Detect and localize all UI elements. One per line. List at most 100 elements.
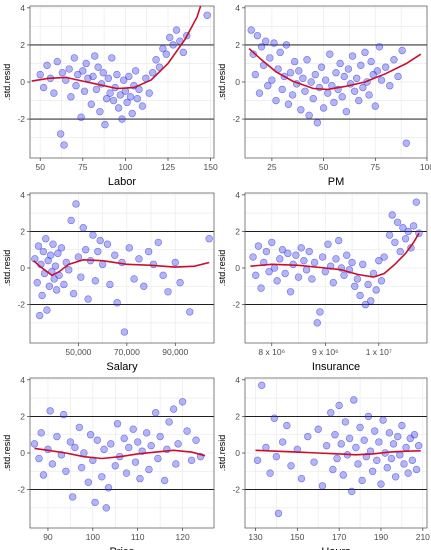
data-point [356, 423, 364, 432]
data-point [103, 240, 112, 248]
data-point [348, 258, 356, 267]
data-point [333, 454, 341, 463]
points-layer [30, 398, 206, 512]
data-point [406, 434, 414, 443]
data-point [254, 242, 263, 250]
data-point [101, 120, 109, 129]
panel-hours: 130 150 170 190 210 -2 0 2 4 Hours .std.resid [217, 375, 430, 550]
data-point [284, 249, 292, 258]
data-point [359, 83, 367, 92]
data-point [106, 280, 114, 289]
data-point [410, 431, 419, 439]
data-point [302, 266, 311, 274]
data-point [276, 255, 284, 263]
data-point [326, 50, 334, 58]
y-axis-title: .std.resid [217, 64, 227, 101]
y-tick-label: -2 [17, 300, 25, 310]
data-point [136, 474, 144, 483]
data-point [125, 443, 133, 452]
data-point [340, 271, 348, 280]
points-layer [249, 198, 423, 327]
data-point [118, 115, 126, 123]
y-axis-title: .std.resid [2, 64, 12, 101]
data-point [356, 291, 364, 300]
data-point [69, 289, 78, 298]
data-point [111, 462, 119, 470]
panel-price: 90 100 110 120 -2 0 2 4 Price .std.resid [2, 375, 215, 550]
data-point [342, 107, 351, 116]
data-point [65, 65, 73, 73]
data-point [108, 54, 116, 62]
data-point [278, 438, 287, 446]
y-tick-label: 4 [20, 3, 25, 13]
data-point [321, 76, 330, 84]
data-point [398, 46, 406, 55]
y-tick-label: -2 [17, 114, 25, 124]
data-point [258, 381, 266, 390]
x-tick-label: 170 [332, 532, 346, 542]
data-point [308, 275, 316, 283]
data-point [261, 37, 270, 45]
data-point [142, 429, 151, 437]
data-point [145, 465, 153, 474]
data-point [332, 255, 340, 263]
data-point [178, 398, 187, 406]
points-layer [247, 26, 422, 147]
data-point [171, 258, 179, 267]
data-point [299, 74, 307, 82]
data-point [331, 431, 339, 439]
data-point [265, 267, 273, 276]
data-point [371, 102, 379, 110]
x-tick-label: 210 [416, 532, 430, 542]
data-point [297, 244, 305, 252]
data-point [80, 87, 89, 95]
x-tick-label: 50,000 [65, 347, 91, 357]
data-point [375, 256, 383, 265]
data-point [72, 200, 80, 208]
y-tick-label: 4 [235, 190, 240, 200]
data-point [154, 238, 163, 247]
x-axis-title: Price [109, 546, 134, 550]
data-point [162, 50, 170, 58]
data-point [247, 26, 255, 34]
data-point [79, 224, 87, 232]
data-point [67, 216, 75, 225]
smooth-line [250, 232, 420, 278]
data-point [334, 236, 343, 245]
data-point [104, 74, 113, 82]
data-point [50, 275, 58, 283]
data-point [295, 67, 303, 75]
data-point [98, 473, 106, 481]
y-tick-label: 4 [235, 375, 240, 385]
data-point [393, 218, 402, 226]
data-point [372, 286, 380, 294]
data-point [272, 96, 280, 105]
data-point [286, 288, 295, 296]
x-tick-label: 100 [118, 162, 132, 172]
data-point [339, 471, 348, 479]
data-point [352, 443, 360, 452]
data-point [94, 63, 102, 71]
y-tick-label: 4 [20, 375, 25, 385]
data-point [286, 69, 295, 77]
data-point [310, 258, 319, 267]
data-point [282, 41, 291, 49]
data-point [389, 440, 398, 448]
data-point [104, 484, 113, 492]
data-point [355, 96, 363, 105]
data-point [401, 235, 410, 243]
data-point [257, 284, 265, 292]
x-axis-title: PM [328, 176, 345, 188]
data-point [348, 52, 357, 60]
panel-insurance: 8 x 10⁶ 9 x 10⁶ 1 x 10⁷ -2 0 2 4 Insurance .std.… [217, 190, 428, 373]
data-point [257, 43, 266, 51]
smooth-line [31, 6, 202, 90]
data-point [368, 467, 377, 475]
y-tick-label: 2 [20, 226, 25, 236]
data-point [390, 56, 398, 64]
data-point [187, 456, 196, 465]
data-point [396, 247, 404, 256]
data-point [39, 471, 48, 479]
data-point [318, 253, 327, 261]
data-point [305, 111, 313, 120]
